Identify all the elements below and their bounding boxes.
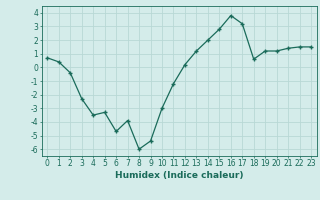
X-axis label: Humidex (Indice chaleur): Humidex (Indice chaleur) — [115, 171, 244, 180]
